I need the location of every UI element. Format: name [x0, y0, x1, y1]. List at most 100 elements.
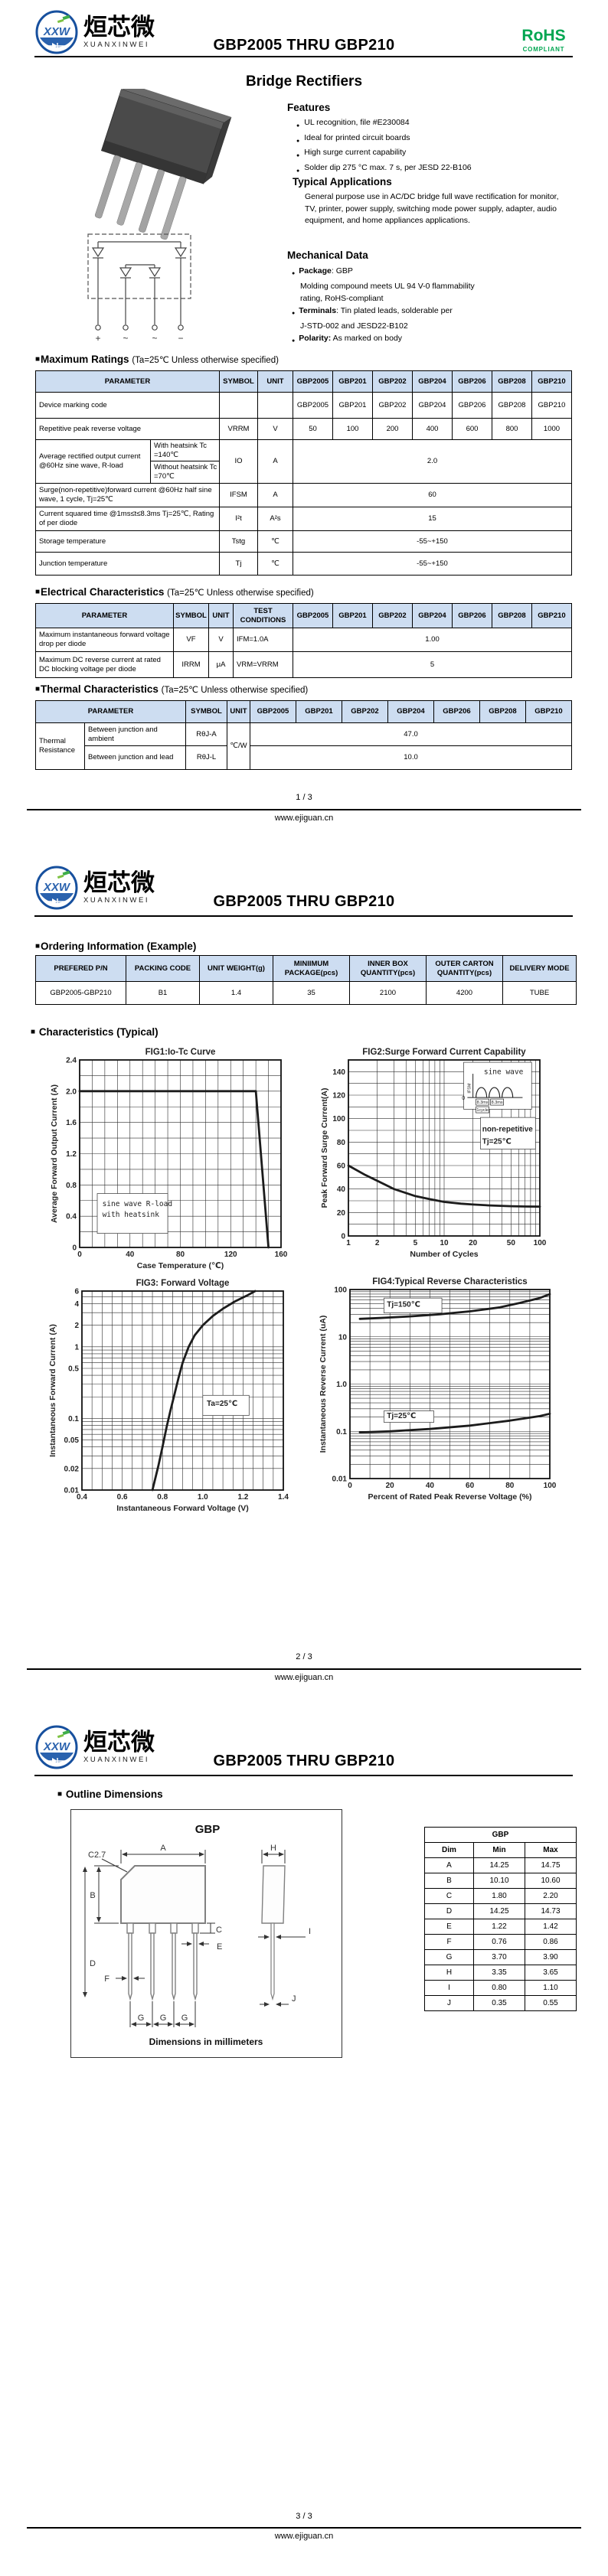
svg-text:FIG3: Forward Voltage: FIG3: Forward Voltage	[136, 1279, 230, 1288]
brand-english-name: XUANXINWEI	[83, 896, 150, 905]
svg-text:0.6: 0.6	[117, 1493, 128, 1502]
ordering-heading: ■Ordering Information (Example)	[35, 941, 197, 952]
svg-text:4: 4	[74, 1300, 79, 1309]
features-section: Features ● UL recognition, file #E230084 …	[287, 102, 570, 177]
svg-text:80: 80	[337, 1139, 346, 1147]
table-row: A 14.25 14.75	[424, 1857, 577, 1873]
table-row: G 3.70 3.90	[424, 1949, 577, 1965]
svg-text:160: 160	[275, 1251, 288, 1259]
thermal-table: PARAMETER SYMBOL UNIT GBP2005 GBP201 GBP2…	[35, 700, 572, 770]
svg-text:Instantaneous Forward Current: Instantaneous Forward Current (A)	[48, 1324, 57, 1457]
svg-text:sine wave: sine wave	[484, 1068, 524, 1076]
characteristics-heading: ■ Characteristics (Typical)	[31, 1026, 159, 1038]
product-heading: Bridge Rectifiers	[245, 73, 363, 90]
header-rule-3	[34, 1775, 573, 1776]
svg-text:1.4: 1.4	[278, 1493, 289, 1502]
logo-badge-text: XXW	[43, 1740, 71, 1753]
product-photo	[94, 89, 232, 240]
fig4-chart: 0 20 40 60 80 100 0.01 0.1 1.0 10 100 Percent of Ra…	[319, 1277, 557, 1502]
table-header-row: PARAMETER SYMBOL UNIT GBP2005 GBP201 GBP2…	[35, 700, 572, 723]
dim-label-E: E	[217, 1942, 222, 1952]
section-marker: ■	[35, 685, 41, 693]
footer-rule-1	[27, 809, 581, 810]
pin-label-3: ~	[152, 333, 157, 344]
table-row: Thermal Resistance Between junction and …	[35, 722, 572, 770]
section-marker: ■	[31, 1028, 36, 1036]
rohs-label: RoHS	[521, 27, 566, 44]
brand-chinese-name: 烜芯微	[83, 869, 155, 897]
feature-item: ● UL recognition, file #E230084	[287, 117, 570, 132]
outline-heading: ■ Outline Dimensions	[57, 1789, 163, 1800]
dim-label-B: B	[90, 1891, 95, 1900]
electrical-table: PARAMETER SYMBOL UNIT TEST CONDITIONS GB…	[35, 603, 572, 678]
svg-text:20: 20	[337, 1209, 346, 1218]
svg-text:Percent of Rated Peak Reverse: Percent of Rated Peak Reverse Voltage (%…	[368, 1492, 532, 1502]
table-row: Surge(non-repetitive)forward current @60…	[35, 483, 572, 507]
site-url: www.ejiguan.cn	[274, 1673, 334, 1682]
svg-text:with heatsink: with heatsink	[103, 1211, 160, 1219]
mechanical-heading: Mechanical Data	[287, 249, 368, 261]
svg-text:20: 20	[469, 1239, 478, 1247]
svg-text:IFSM: IFSM	[468, 1083, 472, 1094]
logo-slot-page2: XXW 烜芯微 XUANXINWEI	[35, 865, 188, 914]
section-marker: ■	[35, 588, 41, 596]
brand-english-name: XUANXINWEI	[83, 41, 150, 50]
svg-text:Average Forward Output Current: Average Forward Output Current (A)	[50, 1084, 59, 1223]
feature-item: ● Ideal for printed circuit boards	[287, 132, 570, 148]
company-logo: XXW 烜芯微 XUANXINWEI	[35, 865, 188, 911]
svg-text:2.0: 2.0	[66, 1087, 77, 1096]
drawing-package-name: GBP	[195, 1823, 221, 1836]
svg-text:Tj=150℃: Tj=150℃	[387, 1301, 420, 1309]
svg-text:Tj=25℃: Tj=25℃	[482, 1138, 512, 1146]
logo-mark: XXW	[35, 866, 78, 910]
svg-text:120: 120	[224, 1251, 237, 1259]
table-row: D 14.25 14.73	[424, 1903, 577, 1919]
svg-text:FIG2:Surge Forward Current Cap: FIG2:Surge Forward Current Capability	[362, 1048, 526, 1057]
max-ratings-table: PARAMETER SYMBOL UNIT GBP2005 GBP201 GBP2…	[35, 370, 572, 576]
svg-text:0.8: 0.8	[157, 1493, 168, 1502]
series-line	[358, 1293, 551, 1320]
table-header-row: GBP	[424, 1827, 577, 1843]
svg-text:0.8: 0.8	[66, 1182, 77, 1190]
page-number-3: 3 / 3	[296, 2512, 312, 2521]
dim-label-C: C	[216, 1925, 222, 1935]
svg-text:non-repetitive: non-repetitive	[482, 1126, 534, 1134]
svg-text:20: 20	[386, 1482, 395, 1490]
svg-text:Case Temperature (℃): Case Temperature (℃)	[137, 1261, 224, 1270]
bullet-icon: ●	[296, 138, 300, 144]
table-row: Maximum DC reverse current at rated DC b…	[35, 651, 572, 678]
svg-text:10: 10	[440, 1239, 449, 1247]
svg-text:100: 100	[544, 1482, 557, 1490]
series-line	[347, 1164, 541, 1208]
svg-text:0: 0	[77, 1251, 82, 1259]
dim-label-I: I	[309, 1927, 311, 1936]
dim-label-G2: G	[160, 2014, 167, 2023]
svg-text:80: 80	[176, 1251, 185, 1259]
pin-label-1: +	[95, 333, 100, 344]
bullet-icon: ●	[292, 311, 296, 316]
table-row: Average rectified output current @60Hz s…	[35, 439, 572, 484]
svg-text:0.4: 0.4	[77, 1493, 87, 1502]
svg-text:FIG4:Typical Reverse Character: FIG4:Typical Reverse Characteristics	[372, 1277, 527, 1286]
dim-label-D: D	[90, 1959, 96, 1968]
svg-text:5: 5	[414, 1239, 418, 1247]
logo-mark: XXW	[35, 1725, 78, 1769]
rohs-compliant-label: COMPLIANT	[522, 46, 565, 53]
table-row: Repetitive peak reverse voltage VRRM V 5…	[35, 418, 572, 440]
bullet-icon: ●	[296, 153, 300, 159]
dim-label-A: A	[160, 1844, 166, 1853]
dim-label-C2.7: C2.7	[88, 1850, 106, 1860]
dim-label-F: F	[104, 1974, 110, 1984]
series-line	[151, 1290, 257, 1492]
footer-rule-3	[27, 2527, 581, 2529]
svg-text:8.3ms: 8.3ms	[492, 1101, 503, 1105]
table-row: Between junction and lead RθJ-L 10.0	[36, 745, 572, 770]
svg-text:100: 100	[332, 1115, 345, 1123]
bullet-icon: ●	[292, 338, 296, 344]
svg-text:1: 1	[74, 1343, 79, 1352]
table-row: E 1.22 1.42	[424, 1919, 577, 1935]
rohs-badge: RoHS COMPLIANT	[510, 28, 577, 53]
svg-text:60: 60	[337, 1162, 346, 1171]
feature-item: ● Solder dip 275 °C max. 7 s, per JESD 22…	[287, 162, 570, 178]
dim-label-J: J	[292, 1994, 296, 2004]
